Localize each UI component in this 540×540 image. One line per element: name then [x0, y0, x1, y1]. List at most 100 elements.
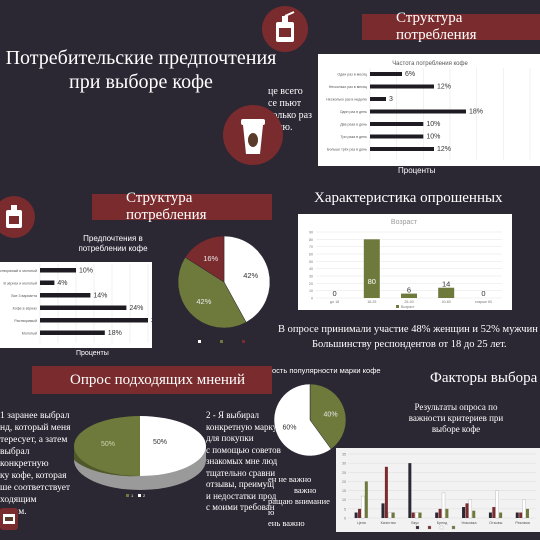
bar — [418, 512, 422, 518]
category-label: Отзывы — [489, 521, 503, 525]
right-text-line: и недостатки прод — [206, 490, 277, 501]
y-tick-label: 25 — [342, 471, 346, 475]
preference-chart: Растворимый и молотый 10% В зёрнах и молот… — [0, 264, 165, 343]
category-label: Два раза в день — [340, 123, 367, 127]
pie-label: 42% — [243, 271, 258, 280]
bar — [370, 97, 386, 101]
side-text-line: се пьют — [268, 98, 302, 109]
y-tick-label: 20 — [342, 480, 346, 484]
pie-legend-1: 1 — [131, 493, 134, 498]
age-chart-title: Возраст — [391, 219, 418, 226]
value-label: 0 — [481, 289, 485, 298]
bar — [401, 293, 417, 298]
y-tick-label: 15 — [342, 489, 346, 493]
pie-label-1: 50% — [101, 441, 115, 448]
frequency-bars: Один раз в месяц 6% Несколько раз в месяц 1… — [326, 68, 531, 160]
y-tick-label: 10 — [342, 498, 346, 502]
pie-slice — [177, 257, 247, 329]
left-text-line: тересует, а затем — [0, 435, 68, 445]
value-label: 18% — [469, 109, 483, 116]
bar — [465, 503, 469, 518]
slide4-title: Характеристика опрошенных — [314, 190, 503, 206]
slide3-banner: Структура потребления — [92, 190, 272, 223]
slide5-left-text: 1 заранее выбрал нд, который меня тересу… — [0, 410, 80, 518]
bar — [370, 147, 434, 151]
y-tick-label: 30 — [309, 275, 313, 279]
bar — [370, 122, 424, 126]
age-bars: 0 10 20 30 40 50 60 70 80 90 0 до 18 80 18-25 6 25-40 14… — [309, 231, 502, 309]
right-text-line: с моими требован — [206, 502, 275, 512]
pie-label: 40% — [324, 411, 338, 418]
frequency-chart-title: Частота потребления кофе — [392, 61, 468, 67]
legend-label: Возраст — [401, 305, 415, 309]
slide7-title: Факторы выбора — [430, 370, 538, 386]
frequency-xlabel: Проценты — [398, 166, 436, 175]
preference-pie: 42% 42% 16% — [177, 235, 271, 329]
preference-pie-chart: 42% 42% 16% — [176, 234, 272, 330]
bar — [40, 280, 55, 285]
bar — [411, 512, 415, 518]
bar — [495, 490, 499, 519]
category-label: Цена — [357, 521, 366, 525]
factors-chart-panel: 0 5 10 15 20 25 30 35 Цена Качество Вкус Бренд Упако… — [336, 448, 540, 532]
bar — [370, 72, 402, 76]
pie-slice-1 — [74, 416, 140, 476]
value-label: 30% — [151, 318, 152, 325]
y-tick-label: 40 — [309, 267, 313, 271]
bar — [370, 134, 424, 139]
frequency-chart: Частота потребления кофе Один раз в меся… — [326, 61, 531, 160]
value-label: 3 — [389, 96, 393, 103]
slide1-title-line1: Потребительские предпочтения — [5, 47, 277, 69]
left-text-line: ше соответствует — [0, 483, 71, 493]
side-text-line: колько раз — [268, 110, 313, 121]
brand-pie-chart: 40% 60% — [272, 380, 348, 462]
y-tick-label: 5 — [344, 507, 346, 511]
legend-swatch — [439, 525, 444, 530]
legend-swatch — [427, 525, 432, 530]
overlay-text-line: ю — [268, 507, 275, 517]
pie-legend-2: 2 — [143, 493, 146, 498]
slide4-text-line2: Большинству респондентов от 18 до 25 лет… — [312, 339, 507, 350]
bar — [445, 508, 449, 518]
pie-slice — [273, 383, 332, 457]
left-text-line: 1 заранее выбрал — [0, 411, 70, 421]
bar — [435, 512, 439, 518]
left-text-line: ку кофе, которая — [0, 471, 67, 481]
right-text-line: с помощью советов — [206, 444, 281, 455]
pie-slice — [223, 235, 271, 323]
bar — [462, 507, 466, 518]
bar — [40, 330, 105, 335]
side-text-line: це всего — [268, 86, 303, 97]
right-text-line: тщательно сравни — [206, 467, 276, 478]
legend-swatch — [396, 305, 399, 308]
coffee-bag-icon — [0, 506, 18, 532]
slide1-title: Потребительские предпочтения при выборе … — [0, 46, 286, 94]
value-label: 4% — [57, 280, 67, 287]
bar — [488, 512, 492, 518]
slide4-text: В опросе принимали участие 48% женщин и … — [278, 322, 538, 352]
category-label: старше 60 — [475, 300, 492, 304]
right-text-line: отзывы, преимущ — [206, 479, 275, 489]
value-label: 6 — [407, 286, 411, 295]
slide4-text-line1: В опросе принимали участие 48% женщин и … — [278, 324, 538, 335]
category-label: Вкус — [411, 521, 419, 525]
slide5-right-text: 2 - Я выбирал конкретную марку для покуп… — [206, 410, 292, 514]
coffee-cup-icon — [222, 104, 284, 166]
bar — [40, 293, 91, 298]
pie-label: 42% — [196, 297, 211, 306]
value-label: 6% — [405, 71, 415, 78]
category-label: Молотый — [22, 332, 37, 336]
bar — [363, 239, 380, 298]
bar — [472, 510, 476, 518]
bar — [522, 499, 526, 519]
category-label: 25-40 — [404, 300, 413, 304]
category-label: Три раза в день — [341, 135, 368, 139]
value-label: 10% — [426, 134, 440, 141]
category-label: Все 3 варианта — [11, 294, 37, 298]
preference-chart-title: Предпочтения в потреблении кофе — [68, 234, 158, 254]
category-label: 18-25 — [367, 300, 376, 304]
category-label: Растворимый и молотый — [0, 269, 37, 273]
right-text-line: для покупки — [206, 433, 254, 443]
overlay-text-line: важно — [294, 485, 317, 495]
y-tick-label: 10 — [309, 289, 313, 293]
